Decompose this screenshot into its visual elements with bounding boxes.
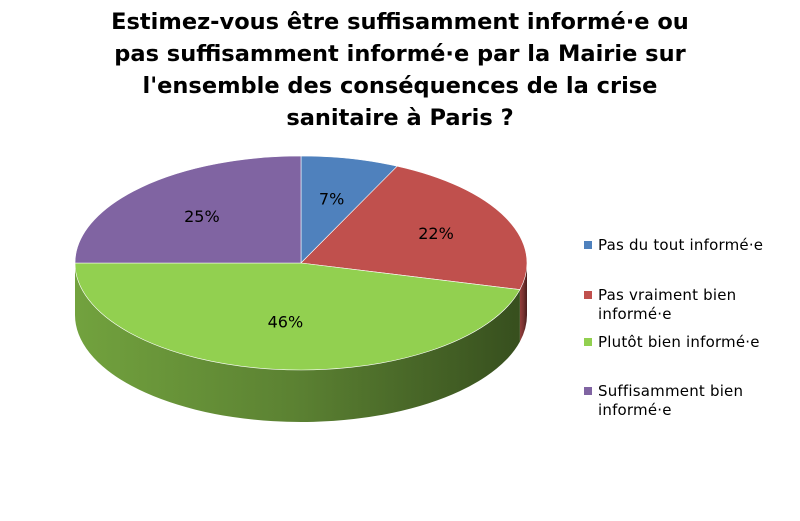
pie-slice-pas-vraiment bbox=[300, 165, 528, 290]
legend-swatch-suffisamment bbox=[584, 387, 592, 395]
data-label-pas-vraiment: 22% bbox=[418, 224, 454, 243]
data-label-plutot-bien: 46% bbox=[268, 312, 304, 331]
chart-title-line-4: sanitaire à Paris ? bbox=[286, 105, 514, 131]
chart-title-line-3: l'ensemble des conséquences de la crise bbox=[142, 73, 658, 99]
data-label-suffisamment: 25% bbox=[184, 207, 220, 226]
legend-swatch-plutot-bien bbox=[584, 338, 592, 346]
pie-tops bbox=[74, 155, 528, 371]
chart-title-line-2: pas suffisamment informé·e par la Mairie… bbox=[114, 41, 686, 67]
data-label-pas-du-tout: 7% bbox=[319, 189, 344, 208]
pie-slice-suffisamment bbox=[74, 155, 302, 264]
pie-labels: 7% 22% 46% 25% bbox=[184, 189, 454, 331]
legend-swatch-pas-vraiment bbox=[584, 291, 592, 299]
chart-title: Estimez-vous être suffisamment informé·e… bbox=[40, 6, 760, 134]
pie-sides bbox=[75, 263, 527, 422]
legend-label-plutot-bien: Plutôt bien informé·e bbox=[598, 333, 760, 351]
pie-side-plutot-bien bbox=[75, 263, 520, 422]
legend-swatch-pas-du-tout bbox=[584, 241, 592, 249]
legend-label-pas-vraiment: Pas vraiment bien informé·e bbox=[598, 286, 737, 323]
pie-side-pas-vraiment bbox=[519, 263, 527, 342]
pie-slice-plutot-bien bbox=[74, 262, 521, 371]
chart-title-line-1: Estimez-vous être suffisamment informé·e… bbox=[111, 9, 689, 35]
legend-label-pas-du-tout: Pas du tout informé·e bbox=[598, 236, 764, 254]
legend-label-suffisamment: Suffisamment bien informé·e bbox=[598, 382, 744, 419]
